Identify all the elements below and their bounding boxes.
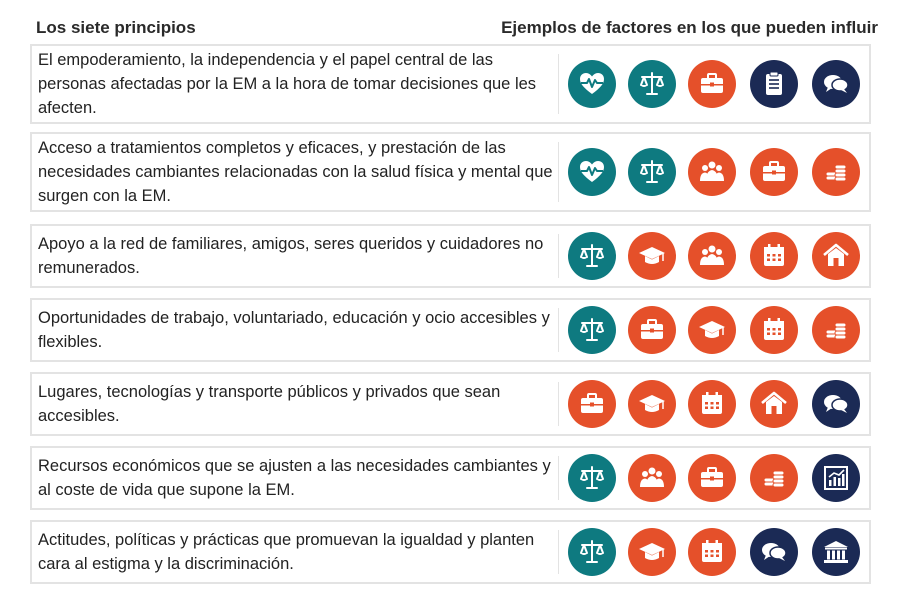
factor-icons [568, 148, 860, 196]
principle-text: Apoyo a la red de familiares, amigos, se… [38, 235, 544, 277]
divider [558, 234, 559, 278]
heartbeat-icon [568, 60, 616, 108]
scales-icon [628, 148, 676, 196]
coins-icon [812, 148, 860, 196]
factor-icons [568, 380, 860, 428]
divider [558, 54, 559, 114]
divider [558, 530, 559, 574]
principle-row: Apoyo a la red de familiares, amigos, se… [30, 224, 871, 288]
scales-icon [568, 454, 616, 502]
graduation-cap-icon [688, 306, 736, 354]
factor-icons [568, 528, 860, 576]
principle-row: Actitudes, políticas y prácticas que pro… [30, 520, 871, 584]
home-icon [812, 232, 860, 280]
principle-text: Acceso a tratamientos completos y eficac… [38, 139, 553, 205]
factor-icons [568, 306, 860, 354]
calendar-icon [688, 380, 736, 428]
principle-text: Lugares, tecnologías y transporte públic… [38, 383, 501, 425]
graduation-cap-icon [628, 232, 676, 280]
principle-row: El empoderamiento, la independencia y el… [30, 44, 871, 124]
principle-text: Actitudes, políticas y prácticas que pro… [38, 531, 535, 573]
clipboard-icon [750, 60, 798, 108]
graduation-cap-icon [628, 380, 676, 428]
factor-icons [568, 454, 860, 502]
factor-icons [568, 60, 860, 108]
header: Los siete principios Ejemplos de factore… [36, 14, 878, 40]
bar-chart-icon [812, 454, 860, 502]
principle-row: Lugares, tecnologías y transporte públic… [30, 372, 871, 436]
divider [558, 456, 559, 500]
principles-heading: Los siete principios [36, 18, 196, 37]
government-building-icon [812, 528, 860, 576]
briefcase-icon [568, 380, 616, 428]
people-icon [688, 232, 736, 280]
principle-row: Oportunidades de trabajo, voluntariado, … [30, 298, 871, 362]
heartbeat-icon [568, 148, 616, 196]
speech-bubbles-icon [750, 528, 798, 576]
calendar-icon [750, 306, 798, 354]
divider [558, 142, 559, 202]
calendar-icon [688, 528, 736, 576]
briefcase-icon [688, 454, 736, 502]
factors-heading: Ejemplos de factores en los que pueden i… [501, 18, 878, 37]
calendar-icon [750, 232, 798, 280]
people-icon [628, 454, 676, 502]
briefcase-icon [688, 60, 736, 108]
coins-icon [750, 454, 798, 502]
principle-text: Recursos económicos que se ajusten a las… [38, 457, 551, 499]
people-icon [688, 148, 736, 196]
speech-bubbles-icon [812, 60, 860, 108]
divider [558, 382, 559, 426]
scales-icon [568, 528, 616, 576]
principle-row: Recursos económicos que se ajusten a las… [30, 446, 871, 510]
speech-bubbles-icon [812, 380, 860, 428]
briefcase-icon [628, 306, 676, 354]
scales-icon [568, 306, 616, 354]
divider [558, 308, 559, 352]
briefcase-icon [750, 148, 798, 196]
home-icon [750, 380, 798, 428]
principle-text: Oportunidades de trabajo, voluntariado, … [38, 309, 550, 351]
factor-icons [568, 232, 860, 280]
principle-row: Acceso a tratamientos completos y eficac… [30, 132, 871, 212]
scales-icon [628, 60, 676, 108]
scales-icon [568, 232, 616, 280]
coins-icon [812, 306, 860, 354]
principle-text: El empoderamiento, la independencia y el… [38, 51, 537, 117]
graduation-cap-icon [628, 528, 676, 576]
